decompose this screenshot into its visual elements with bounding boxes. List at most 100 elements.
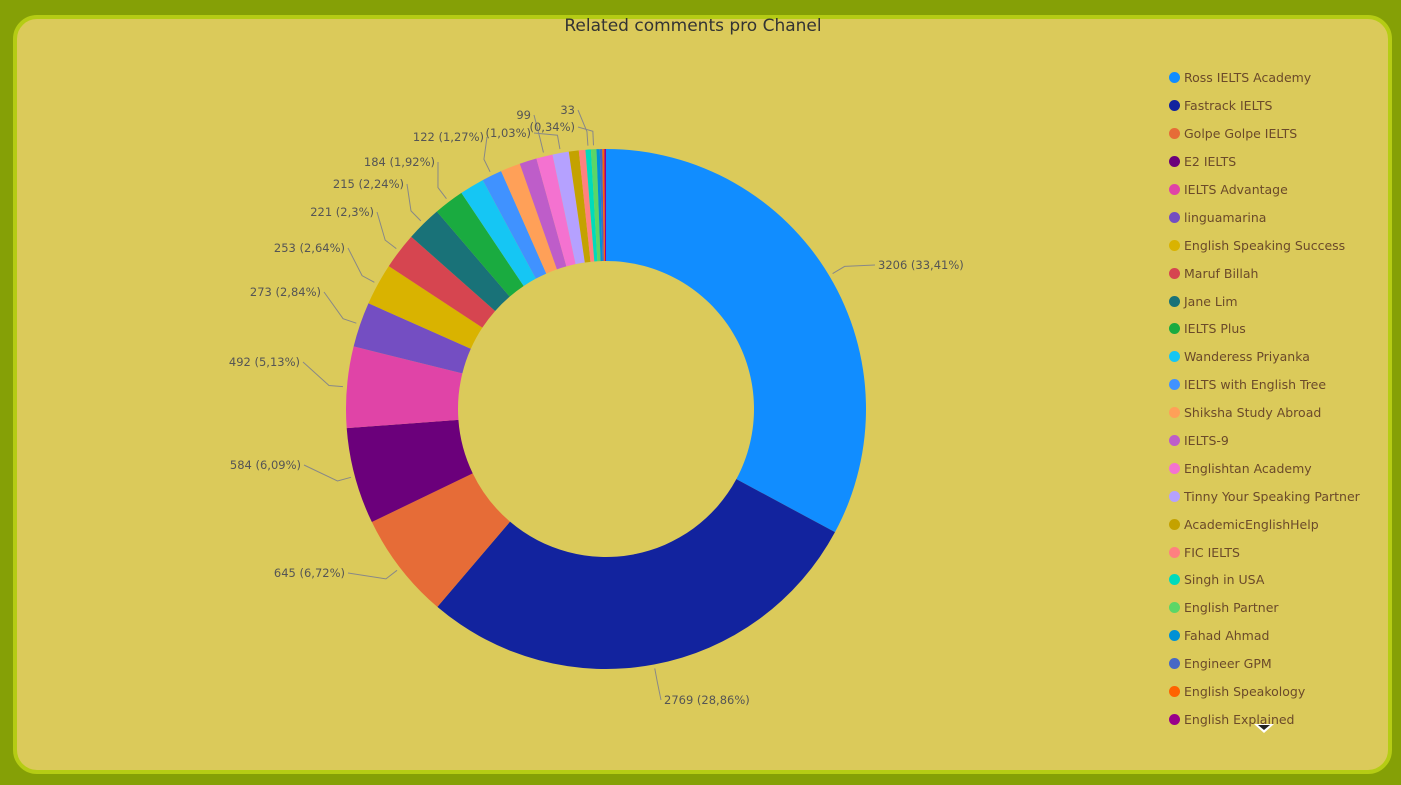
slice-18[interactable] bbox=[585, 149, 598, 262]
legend-item-8[interactable]: Jane Lim bbox=[1169, 287, 1369, 315]
slice-15[interactable] bbox=[552, 151, 585, 265]
legend-swatch-icon bbox=[1169, 72, 1180, 84]
legend-label: FIC IELTS bbox=[1184, 544, 1240, 560]
legend-item-5[interactable]: linguamarina bbox=[1169, 203, 1369, 231]
data-label-11: 122 (1,27%) bbox=[413, 130, 484, 144]
legend-swatch-icon bbox=[1169, 211, 1180, 223]
data-label-8: 215 (2,24%) bbox=[333, 177, 404, 191]
legend-item-22[interactable]: English Speakology bbox=[1169, 678, 1369, 706]
legend-item-16[interactable]: AcademicEnglishHelp bbox=[1169, 510, 1369, 538]
slice-1[interactable] bbox=[437, 479, 835, 670]
slice-8[interactable] bbox=[411, 211, 510, 311]
slice-10[interactable] bbox=[461, 180, 536, 287]
slice-23[interactable] bbox=[604, 149, 606, 262]
legend-swatch-icon bbox=[1169, 658, 1180, 670]
legend-item-19[interactable]: English Partner bbox=[1169, 594, 1369, 622]
legend-label: Englishtan Academy bbox=[1184, 460, 1312, 476]
slice-7[interactable] bbox=[388, 236, 496, 328]
slice-21[interactable] bbox=[599, 149, 604, 262]
slice-22[interactable] bbox=[602, 149, 606, 262]
legend-swatch-icon bbox=[1169, 267, 1180, 279]
legend-swatch-icon bbox=[1169, 239, 1180, 251]
legend-item-13[interactable]: IELTS-9 bbox=[1169, 427, 1369, 455]
slice-13[interactable] bbox=[519, 158, 567, 270]
legend-label: Wanderess Priyanka bbox=[1184, 349, 1310, 365]
leader-line-0 bbox=[832, 264, 876, 275]
legend-label: Fastrack IELTS bbox=[1184, 98, 1273, 114]
legend-swatch-icon bbox=[1169, 351, 1180, 363]
legend-label: English Speaking Success bbox=[1184, 237, 1346, 253]
slice-0[interactable] bbox=[606, 149, 866, 533]
legend-label: Fahad Ahmad bbox=[1184, 628, 1270, 644]
legend-item-17[interactable]: FIC IELTS bbox=[1169, 538, 1369, 566]
legend-swatch-icon bbox=[1169, 407, 1180, 419]
legend-label: English Partner bbox=[1184, 600, 1279, 616]
legend-label: Golpe Golpe IELTS bbox=[1184, 126, 1298, 142]
slice-3[interactable] bbox=[346, 419, 473, 523]
legend-swatch-icon bbox=[1169, 602, 1180, 614]
leader-line-11 bbox=[483, 136, 491, 173]
leader-line-7 bbox=[376, 211, 397, 250]
slice-9[interactable] bbox=[436, 192, 524, 297]
leader-line-5 bbox=[323, 291, 357, 324]
legend-swatch-icon bbox=[1169, 518, 1180, 530]
legend-swatch-icon bbox=[1169, 630, 1180, 642]
legend-scroll-down-icon[interactable] bbox=[1254, 724, 1274, 733]
legend-item-11[interactable]: IELTS with English Tree bbox=[1169, 371, 1369, 399]
legend-label: linguamarina bbox=[1184, 209, 1267, 225]
data-label-2: 645 (6,72%) bbox=[274, 566, 345, 580]
legend-swatch-icon bbox=[1169, 435, 1180, 447]
legend-item-0[interactable]: Ross IELTS Academy bbox=[1169, 64, 1369, 92]
legend-swatch-icon bbox=[1169, 546, 1180, 558]
leader-line-1 bbox=[654, 668, 662, 701]
legend-swatch-icon bbox=[1169, 462, 1180, 474]
slice-4[interactable] bbox=[345, 346, 463, 429]
legend-item-12[interactable]: Shiksha Study Abroad bbox=[1169, 399, 1369, 427]
data-label-9: 184 (1,92%) bbox=[364, 155, 435, 169]
legend-item-4[interactable]: IELTS Advantage bbox=[1169, 176, 1369, 204]
legend-item-2[interactable]: Golpe Golpe IELTS bbox=[1169, 120, 1369, 148]
slice-16[interactable] bbox=[568, 150, 591, 263]
legend-item-20[interactable]: Fahad Ahmad bbox=[1169, 622, 1369, 650]
legend-item-9[interactable]: IELTS Plus bbox=[1169, 315, 1369, 343]
slice-12[interactable] bbox=[501, 163, 557, 274]
data-label-15: (1,03%) bbox=[485, 126, 531, 140]
legend-label: IELTS-9 bbox=[1184, 433, 1229, 449]
slice-20[interactable] bbox=[596, 149, 603, 262]
data-label-6: 253 (2,64%) bbox=[274, 241, 345, 255]
legend-item-15[interactable]: Tinny Your Speaking Partner bbox=[1169, 482, 1369, 510]
legend-item-7[interactable]: Maruf Billah bbox=[1169, 259, 1369, 287]
slice-2[interactable] bbox=[371, 473, 511, 607]
leader-line-19 bbox=[577, 126, 595, 146]
slice-6[interactable] bbox=[368, 266, 483, 349]
data-label-7: 221 (2,3%) bbox=[310, 205, 374, 219]
legend-item-18[interactable]: Singh in USA bbox=[1169, 566, 1369, 594]
legend-item-14[interactable]: Englishtan Academy bbox=[1169, 454, 1369, 482]
leader-line-8 bbox=[406, 183, 422, 222]
slice-17[interactable] bbox=[578, 149, 595, 262]
legend-item-6[interactable]: English Speaking Success bbox=[1169, 231, 1369, 259]
legend-swatch-icon bbox=[1169, 323, 1180, 335]
leader-line-6 bbox=[347, 247, 375, 283]
legend-item-21[interactable]: Engineer GPM bbox=[1169, 650, 1369, 678]
data-label-3: 584 (6,09%) bbox=[230, 458, 301, 472]
legend-item-10[interactable]: Wanderess Priyanka bbox=[1169, 343, 1369, 371]
leader-line-4 bbox=[302, 361, 343, 388]
legend-item-23[interactable]: English Explained bbox=[1169, 705, 1369, 733]
slice-14[interactable] bbox=[536, 154, 576, 267]
legend-label: Maruf Billah bbox=[1184, 265, 1259, 281]
leader-line-2 bbox=[347, 569, 398, 580]
legend-label: IELTS Plus bbox=[1184, 321, 1246, 337]
donut-chart[interactable]: 3206 (33,41%) 2769 (28,86%) 645 (6,72%) 584… bbox=[0, 0, 1140, 785]
data-label-14: 99 bbox=[516, 108, 531, 122]
slice-19[interactable] bbox=[590, 149, 601, 262]
data-label-0: 3206 (33,41%) bbox=[878, 258, 964, 272]
legend-label: Ross IELTS Academy bbox=[1184, 70, 1312, 86]
legend-item-1[interactable]: Fastrack IELTS bbox=[1169, 92, 1369, 120]
legend-label: IELTS Advantage bbox=[1184, 182, 1288, 197]
slice-5[interactable] bbox=[353, 303, 471, 374]
slice-11[interactable] bbox=[482, 171, 547, 279]
legend-swatch-icon bbox=[1169, 128, 1180, 140]
legend-swatch-icon bbox=[1169, 490, 1180, 502]
legend-item-3[interactable]: E2 IELTS bbox=[1169, 148, 1369, 176]
